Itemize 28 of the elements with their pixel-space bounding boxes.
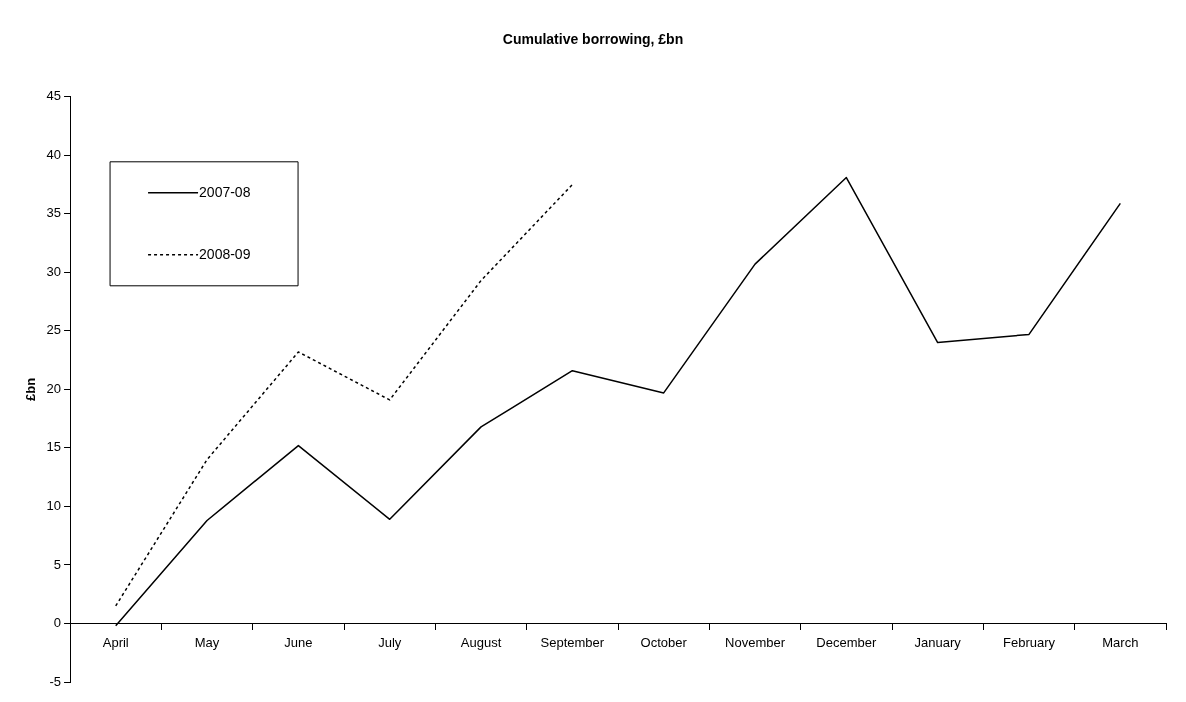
x-tick-label: December bbox=[816, 634, 877, 650]
y-axis-title: £bn bbox=[23, 377, 39, 401]
x-tick-label: September bbox=[540, 634, 605, 650]
chart-title: Cumulative borrowing, £bn bbox=[502, 31, 684, 48]
x-tick-label: July bbox=[378, 634, 402, 650]
x-tick-label: August bbox=[460, 634, 502, 650]
y-tick-label: 40 bbox=[46, 146, 62, 162]
legend-label: 2007-08 bbox=[199, 183, 251, 200]
y-tick-label: 45 bbox=[46, 88, 62, 104]
y-tick-label: -5 bbox=[49, 673, 62, 689]
x-tick-label: November bbox=[725, 634, 786, 650]
y-tick-label: 35 bbox=[46, 205, 62, 221]
x-tick-label: March bbox=[1102, 634, 1139, 650]
line-series bbox=[114, 183, 574, 607]
x-tick-label: June bbox=[284, 634, 313, 650]
y-tick-label: 20 bbox=[46, 380, 62, 396]
y-tick-label: 5 bbox=[53, 556, 62, 572]
y-tick-label: 0 bbox=[53, 615, 62, 631]
y-tick-label: 30 bbox=[46, 263, 62, 279]
y-tick-label: 10 bbox=[46, 498, 62, 514]
x-tick-label: January bbox=[914, 634, 962, 650]
x-tick-label: May bbox=[194, 634, 220, 650]
x-tick-label: April bbox=[102, 634, 129, 650]
x-tick-label: October bbox=[640, 634, 688, 650]
y-tick-label: 25 bbox=[46, 322, 62, 338]
y-tick-label: 15 bbox=[46, 439, 62, 455]
legend-label: 2008-09 bbox=[199, 245, 251, 262]
x-tick-label: February bbox=[1002, 634, 1056, 650]
